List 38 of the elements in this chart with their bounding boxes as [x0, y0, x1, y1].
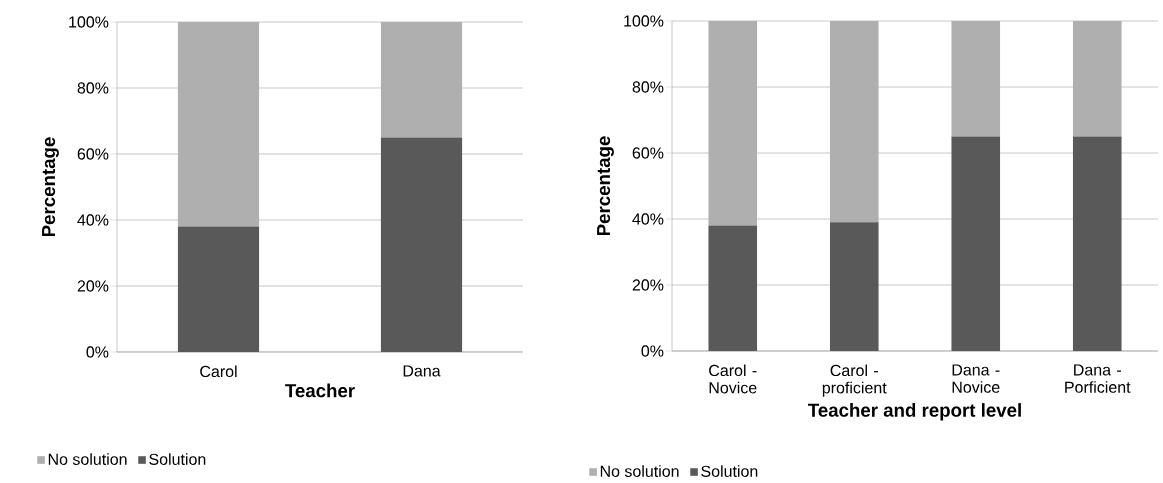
- y-tick-label: 0%: [641, 345, 664, 357]
- bar: [708, 225, 758, 351]
- legend-label: No solution: [600, 465, 679, 477]
- legend-label: No solution: [48, 453, 127, 465]
- legend-label: Solution: [701, 465, 758, 477]
- x-tick-label: Dana - Novice: [952, 364, 1000, 393]
- bar: [951, 136, 1001, 351]
- legend-label: Solution: [149, 453, 206, 465]
- y-tick-label: 80%: [632, 81, 664, 93]
- y-tick-label: 60%: [77, 148, 109, 160]
- bar: [829, 222, 879, 351]
- bar: [177, 22, 260, 227]
- y-tick-label: 60%: [632, 147, 664, 159]
- y-axis-title: Percentage: [597, 136, 614, 236]
- y-tick-label: 100%: [624, 15, 664, 27]
- bar: [1072, 21, 1122, 137]
- bar: [380, 22, 463, 138]
- bar: [380, 137, 463, 352]
- x-tick-label: Carol: [200, 365, 237, 378]
- bar: [177, 226, 260, 352]
- bar: [708, 21, 758, 226]
- y-tick-label: 40%: [77, 214, 109, 226]
- y-tick-label: 80%: [77, 82, 109, 94]
- y-tick-label: 40%: [632, 213, 664, 225]
- y-tick-label: 0%: [86, 346, 109, 358]
- x-axis-title: Teacher and report level: [808, 403, 1021, 421]
- y-tick-label: 100%: [69, 16, 109, 28]
- x-tick-label: Dana: [403, 365, 441, 377]
- x-tick-label: Carol - Novice: [709, 364, 757, 394]
- y-axis-title: Percentage: [42, 137, 59, 237]
- y-tick-label: 20%: [77, 280, 109, 292]
- bar: [1072, 136, 1122, 351]
- x-axis-title: Teacher: [285, 383, 355, 398]
- y-tick-label: 20%: [632, 279, 664, 291]
- x-tick-label: Carol - proficient: [822, 364, 887, 397]
- x-tick-label: Dana - Porficient: [1065, 364, 1131, 393]
- bar: [951, 21, 1001, 137]
- bar: [829, 21, 879, 223]
